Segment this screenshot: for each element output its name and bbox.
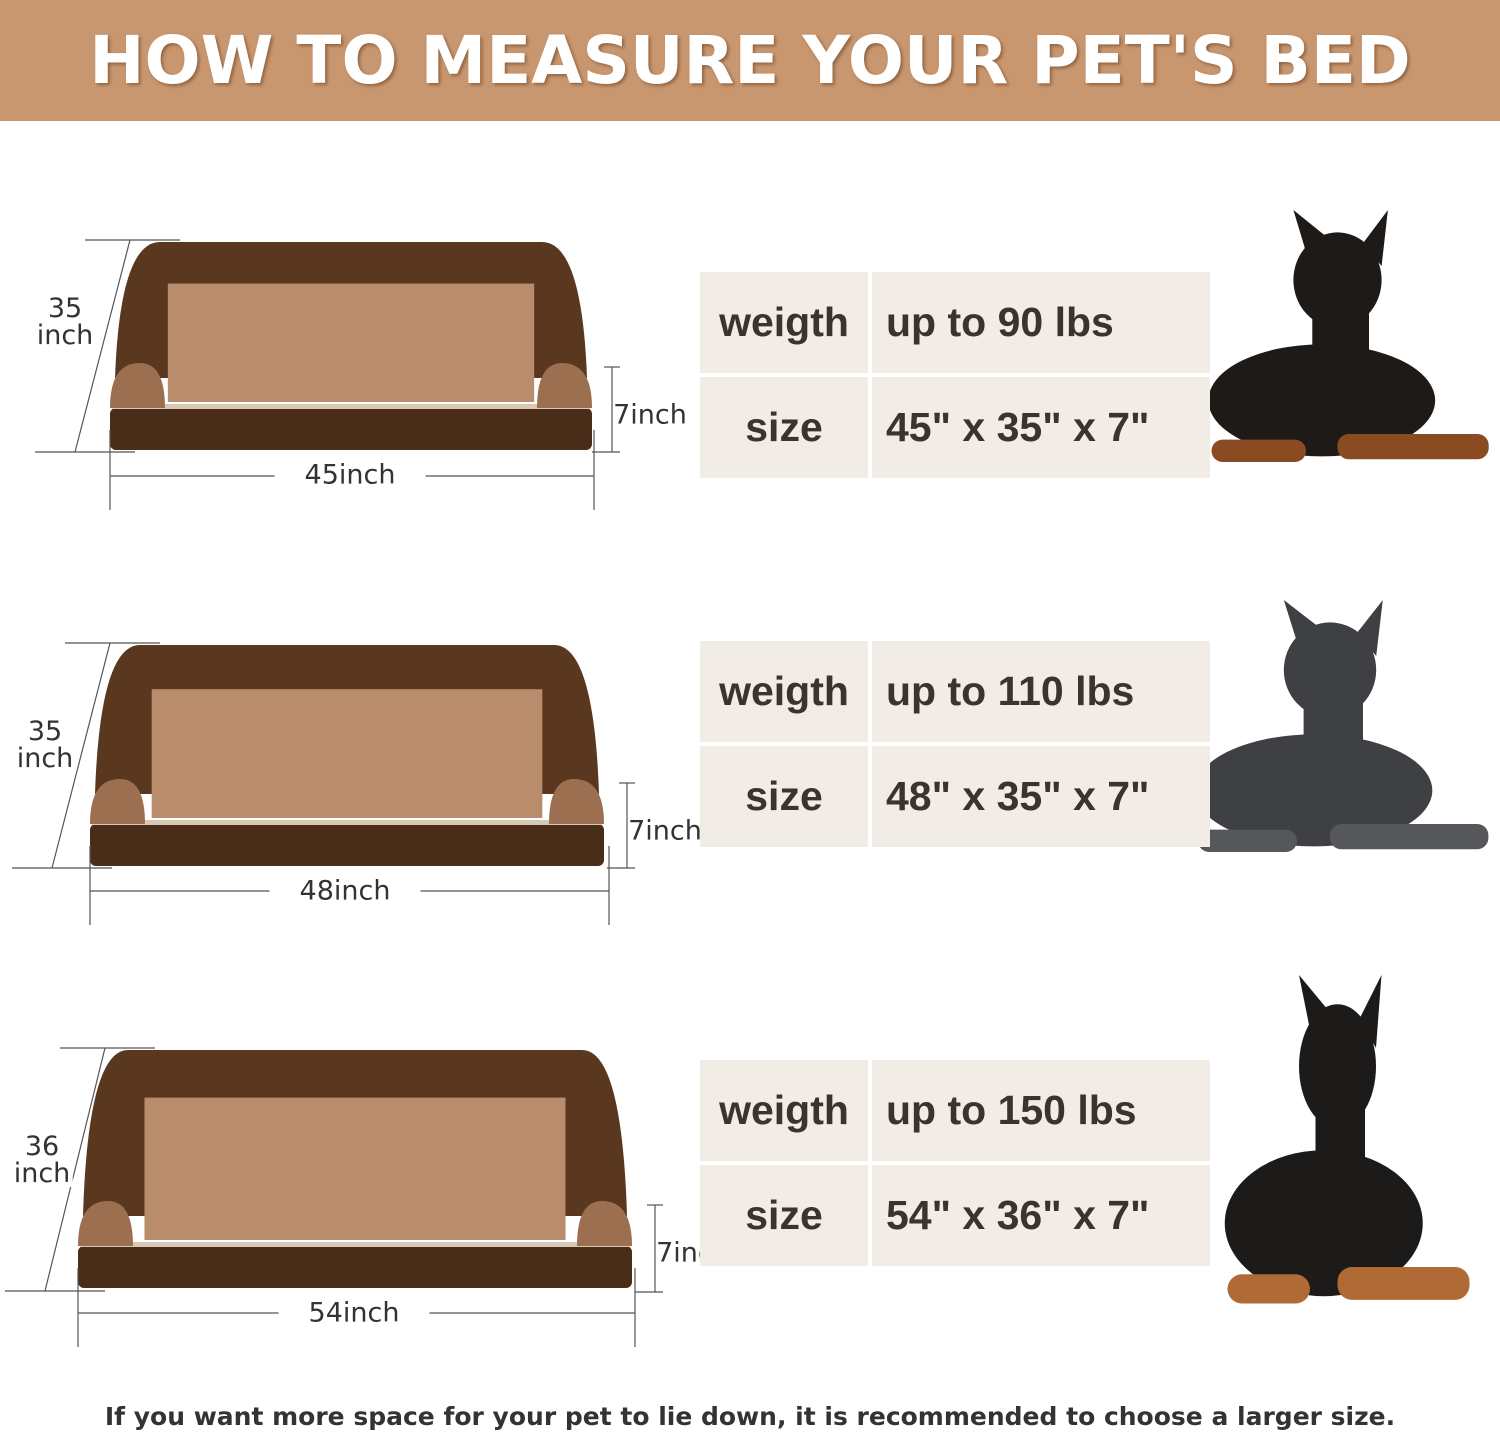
bed-bolster-end-left bbox=[110, 363, 165, 408]
bed-piping bbox=[80, 1242, 630, 1247]
header-banner: HOW TO MEASURE YOUR PET'S BED bbox=[0, 0, 1500, 121]
bed-bolster-end-right bbox=[549, 779, 604, 824]
german-shepherd-dog-image-hind-legs bbox=[1227, 1274, 1310, 1304]
size-key: size bbox=[700, 377, 868, 478]
weight-value: up to 150 lbs bbox=[872, 1060, 1210, 1161]
doberman-dog-image-front-legs bbox=[1337, 434, 1489, 460]
depth-unit: inch bbox=[16, 743, 74, 774]
german-shepherd-dog-image-ears bbox=[1299, 975, 1382, 1048]
height-label: 7inch bbox=[613, 399, 687, 431]
depth-unit: inch bbox=[13, 1158, 71, 1189]
bed-cushion bbox=[144, 1097, 566, 1240]
depth-value: 35 bbox=[27, 716, 63, 747]
bed-bolster-end-right bbox=[577, 1201, 632, 1246]
bed-cushion bbox=[151, 689, 543, 818]
german-shepherd-dog-image-front-legs bbox=[1337, 1267, 1470, 1300]
german-shepherd-dog-image-neck bbox=[1315, 1084, 1365, 1231]
bed-base bbox=[78, 1246, 632, 1288]
doberman-dog-image-ears bbox=[1293, 210, 1388, 266]
bed-bolster-end-right bbox=[537, 363, 592, 408]
depth-dimension-line bbox=[51, 642, 111, 869]
size-value: 48" x 35" x 7" bbox=[872, 746, 1210, 847]
weight-key: weigth bbox=[700, 1060, 868, 1161]
depth-unit: inch bbox=[36, 320, 94, 351]
size-key: size bbox=[700, 1165, 868, 1266]
size-value: 45" x 35" x 7" bbox=[872, 377, 1210, 478]
great-dane-dog-image-front-legs bbox=[1330, 824, 1489, 850]
weight-key: weigth bbox=[700, 272, 868, 373]
bed-bolster-end-left bbox=[90, 779, 145, 824]
depth-label: 35 inch bbox=[34, 293, 96, 351]
doberman-dog-image-neck bbox=[1312, 294, 1369, 406]
depth-label: 35 inch bbox=[14, 716, 76, 774]
size-key: size bbox=[700, 746, 868, 847]
width-label: 54inch bbox=[278, 1299, 430, 1327]
weight-key: weigth bbox=[700, 641, 868, 742]
bed-bolster-end-left bbox=[78, 1201, 133, 1246]
bed-piping bbox=[92, 820, 602, 825]
depth-dimension-line bbox=[44, 1047, 106, 1292]
bed-base bbox=[90, 824, 604, 866]
depth-value: 35 bbox=[47, 293, 83, 324]
height-label: 7inch bbox=[628, 815, 702, 847]
great-dane-dog-image-neck bbox=[1303, 684, 1363, 796]
bed-base bbox=[110, 408, 592, 450]
width-label: 48inch bbox=[269, 877, 421, 905]
great-dane-dog-image-hind-legs bbox=[1198, 829, 1297, 852]
depth-value: 36 bbox=[24, 1131, 60, 1162]
bed-piping bbox=[112, 404, 590, 409]
weight-value: up to 90 lbs bbox=[872, 272, 1210, 373]
bed-cushion bbox=[167, 283, 535, 402]
depth-label: 36 inch bbox=[11, 1131, 73, 1189]
width-label: 45inch bbox=[274, 461, 426, 489]
depth-dimension-line bbox=[74, 239, 131, 453]
size-value: 54" x 36" x 7" bbox=[872, 1165, 1210, 1266]
weight-value: up to 110 lbs bbox=[872, 641, 1210, 742]
doberman-dog-image-hind-legs bbox=[1211, 439, 1306, 462]
footer-note: If you want more space for your pet to l… bbox=[104, 1402, 1396, 1431]
page-title: HOW TO MEASURE YOUR PET'S BED bbox=[89, 22, 1411, 99]
great-dane-dog-image-ears bbox=[1283, 600, 1383, 656]
